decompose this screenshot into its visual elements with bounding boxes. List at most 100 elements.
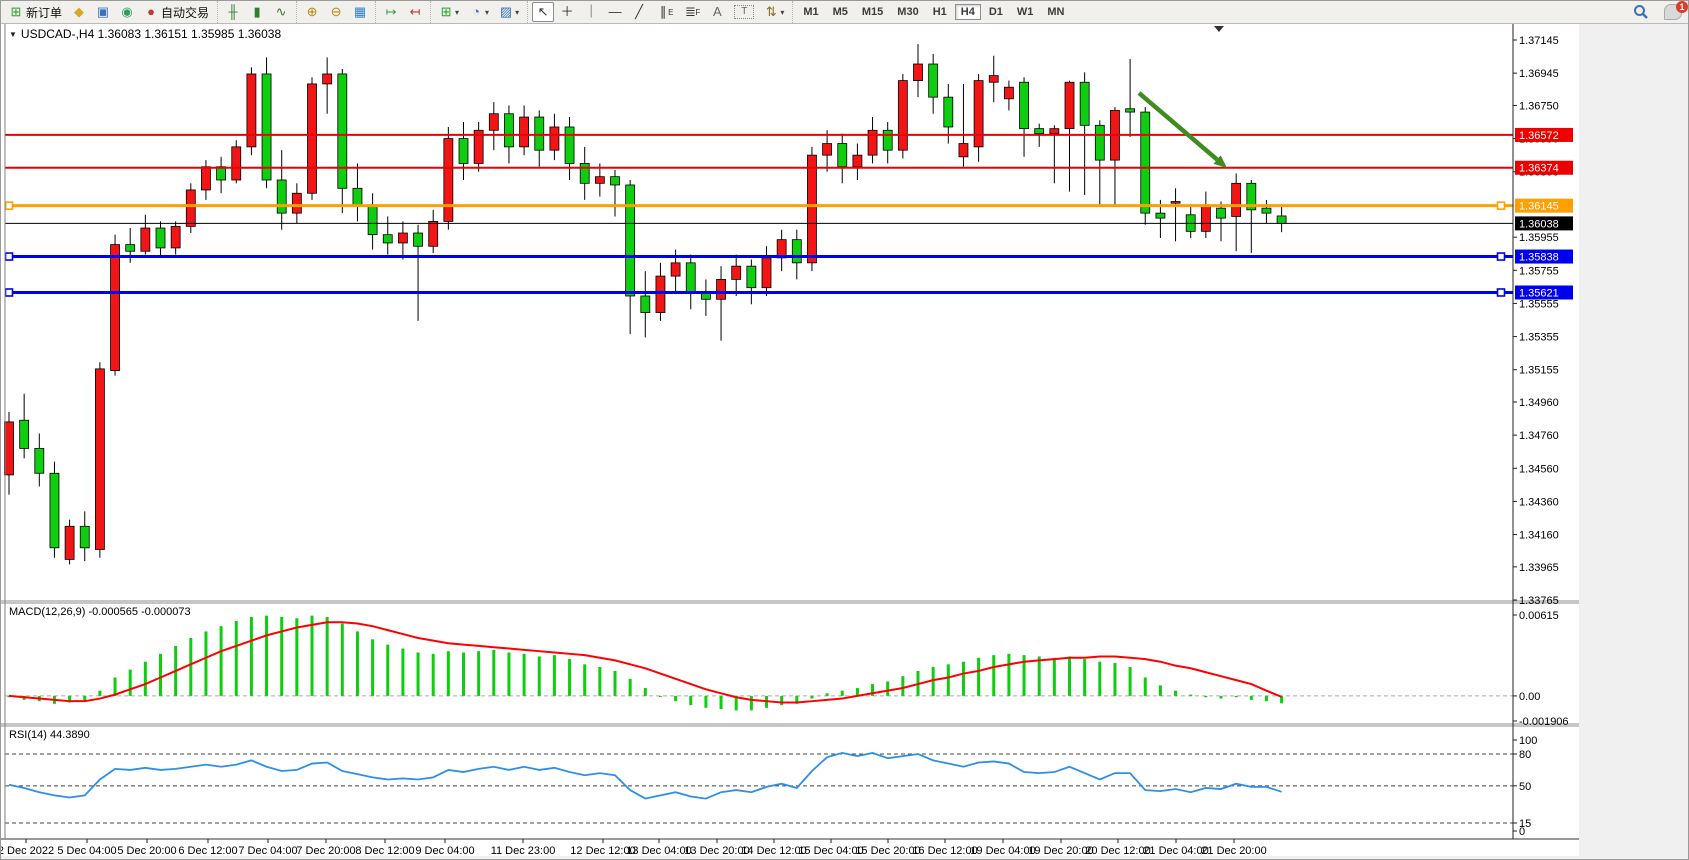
dropdown-arrow-icon[interactable]: ▾ (515, 7, 520, 17)
timeframe-h4-button[interactable]: H4 (954, 4, 981, 20)
macd-histogram-bar (249, 616, 253, 696)
tile-windows-button[interactable]: ▦ (349, 2, 371, 22)
timeframe-d1-button[interactable]: D1 (988, 6, 1003, 18)
macd-histogram-bar (689, 695, 693, 706)
new-order-button[interactable]: ⊞ 新订单 (5, 2, 66, 22)
dropdown-arrow-icon[interactable]: ▾ (780, 7, 785, 17)
candle-body (943, 96, 954, 128)
macd-histogram-bar (992, 655, 996, 696)
chart-shift-marker[interactable] (1214, 26, 1224, 32)
chart-shift-icon: ↤ (409, 4, 421, 19)
chart-plot-area[interactable] (5, 23, 1513, 601)
candle-chart-icon: ▮ (253, 4, 261, 19)
macd-histogram-bar (1234, 695, 1238, 698)
equidistant-channel-button[interactable]: ∥ E (652, 2, 677, 22)
arrows-button[interactable]: ⇅ ▾ (760, 2, 788, 22)
line-handle[interactable] (4, 201, 14, 210)
zoom-out-button[interactable]: ⊖ (325, 2, 347, 22)
macd-histogram-bar (780, 695, 784, 706)
templates-button[interactable]: ▨ ▾ (495, 2, 523, 22)
candle-body (928, 63, 939, 98)
text-button[interactable]: A (706, 2, 728, 22)
macd-histogram-bar (265, 615, 269, 696)
macd-histogram-bar (734, 695, 738, 711)
candle-body (913, 63, 923, 81)
timeframe-m1-button[interactable]: M1 (803, 6, 819, 18)
timeframe-w1-button[interactable]: W1 (1016, 6, 1034, 18)
cursor-button[interactable]: ↖ (532, 2, 555, 22)
timeframe-h1-button[interactable]: H1 (932, 6, 947, 18)
chart-shift-button[interactable]: ↤ (404, 2, 426, 22)
vertical-line-button[interactable]: ｜ (580, 2, 602, 22)
bar-chart-icon: ╫ (228, 4, 238, 19)
fibonacci-button[interactable]: ≣ F (679, 2, 704, 22)
collapse-objects-icon[interactable]: ▼ (9, 30, 17, 39)
macd-histogram-bar (128, 669, 132, 696)
macd-histogram-bar (113, 677, 117, 696)
terminal-button[interactable]: ▣ (92, 2, 114, 22)
arrow-object-shaft[interactable] (1137, 91, 1219, 162)
profiles-button[interactable]: ◔ ▾ (465, 2, 493, 22)
auto-trading-button[interactable]: ● 自动交易 (140, 2, 213, 22)
line-chart-button[interactable]: ∿ (270, 2, 292, 22)
price-badge (1515, 249, 1573, 264)
macd-histogram-bar (1143, 677, 1147, 696)
crosshair-icon: ＋ (560, 4, 574, 19)
market-watch-button[interactable]: ◉ (116, 2, 138, 22)
line-handle[interactable] (4, 252, 14, 261)
dropdown-arrow-icon[interactable]: ▾ (455, 7, 460, 17)
zoom-in-button[interactable]: ⊕ (301, 2, 323, 22)
candle-body (19, 419, 30, 449)
candle-body (382, 234, 393, 244)
macd-histogram-bar (1158, 685, 1162, 696)
vertical-line-icon: ｜ (584, 4, 598, 19)
candle-body (1140, 111, 1151, 214)
timeframe-m15-button[interactable]: M15 (861, 6, 884, 18)
line-handle[interactable] (1496, 201, 1506, 210)
candle-body (170, 225, 181, 249)
price-badge (1515, 160, 1573, 175)
timeframe-mn-button[interactable]: MN (1047, 6, 1065, 18)
timeframe-m30-button[interactable]: M30 (897, 6, 919, 18)
auto-scroll-button[interactable]: ↦ (380, 2, 402, 22)
line-handle[interactable] (1496, 252, 1506, 261)
price-badge-value: 1.36038 (1519, 218, 1559, 230)
line-handle[interactable] (4, 288, 14, 297)
dropdown-arrow-icon[interactable]: ▾ (485, 7, 490, 17)
toolbar-group: ↦ ↤ (375, 1, 430, 23)
rsi-axis-label: 50 (1519, 781, 1531, 793)
time-axis-label: 9 Dec 04:00 (415, 845, 474, 857)
candle-body (246, 73, 257, 148)
crosshair-button[interactable]: ＋ (556, 2, 578, 22)
price-axis-label: 1.35555 (1519, 298, 1559, 310)
toolbar-right: 1 (1628, 1, 1688, 22)
timeframe-m5-button[interactable]: M5 (832, 6, 848, 18)
macd-histogram-bar (931, 666, 935, 696)
metaeditor-icon: ◆ (74, 4, 85, 19)
macd-histogram-bar (946, 664, 950, 696)
price-badge (1515, 198, 1573, 213)
time-axis-label: 7 Dec 20:00 (296, 845, 355, 857)
candle-body (670, 262, 681, 277)
horizontal-line-button[interactable]: — (604, 2, 626, 22)
new-chart-icon: ⊞ (440, 4, 452, 19)
notifications-button[interactable]: 1 (1664, 1, 1688, 20)
bar-chart-button[interactable]: ╫ (222, 2, 244, 22)
text-label-button[interactable]: T (730, 2, 758, 22)
macd-histogram-bar (143, 661, 147, 696)
candle-body (261, 73, 272, 181)
arrow-object-head[interactable] (1213, 155, 1227, 168)
macd-histogram-bar (1189, 694, 1193, 696)
metaeditor-button[interactable]: ◆ (68, 2, 90, 22)
new-chart-button[interactable]: ⊞ ▾ (435, 2, 463, 22)
search-button[interactable] (1629, 2, 1653, 22)
macd-signal-line (8, 621, 1282, 704)
candle-chart-button[interactable]: ▮ (246, 2, 268, 22)
candle-body (973, 80, 984, 148)
candle-body (1200, 206, 1211, 232)
candle-body (110, 244, 120, 371)
line-handle[interactable] (1496, 288, 1506, 297)
candle-body (413, 232, 423, 247)
trendline-button[interactable]: ╱ (628, 2, 650, 22)
